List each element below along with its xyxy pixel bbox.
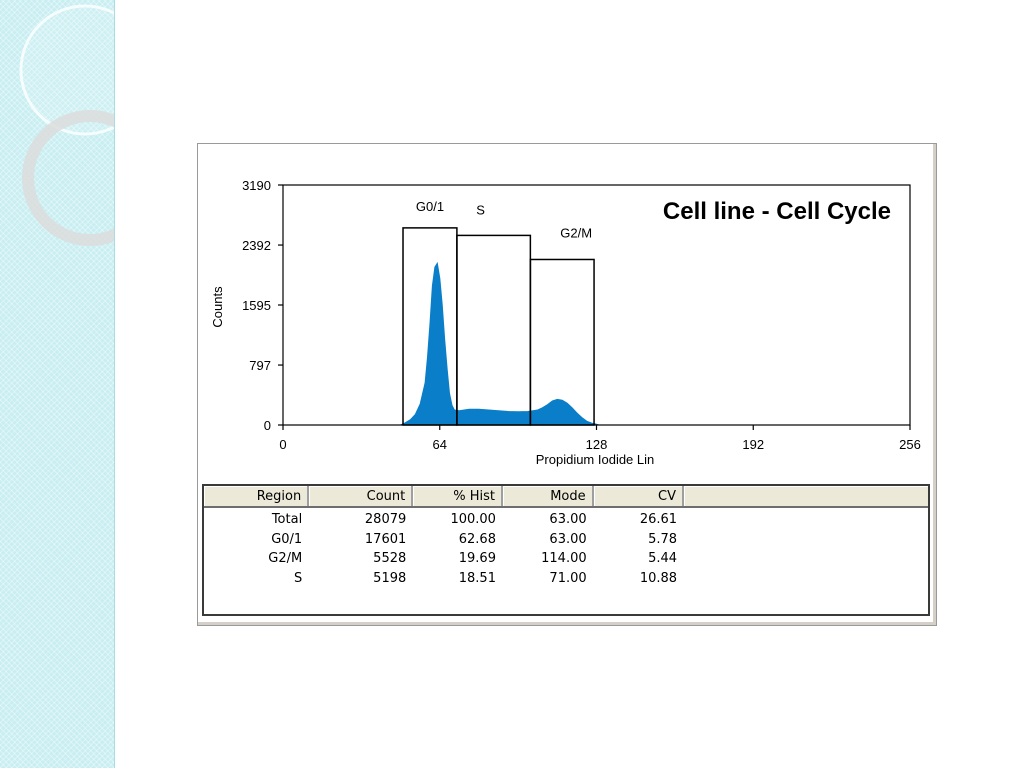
cv-cell: 5.44 <box>648 551 678 566</box>
x-tick-label: 64 <box>433 437 447 452</box>
x-tick-label: 256 <box>899 437 921 452</box>
histogram-area <box>400 261 600 426</box>
cv-cell: 10.88 <box>639 570 678 586</box>
mode-cell: 63.00 <box>549 512 587 527</box>
count-cell: 5528 <box>373 551 407 566</box>
col-header-region[interactable]: Region <box>204 486 310 508</box>
region-cell: G0/1 <box>271 531 303 547</box>
decorative-sidebar <box>0 0 115 768</box>
count-cell: 28079 <box>364 512 407 527</box>
table-row: Total 28079 100.00 63.00 26.61 <box>204 507 928 530</box>
x-tick-label: 192 <box>742 437 764 452</box>
cv-cell: 26.61 <box>639 512 678 527</box>
x-tick-label: 128 <box>586 437 608 452</box>
region-label: G0/1 <box>416 199 444 214</box>
region-gate <box>456 234 532 426</box>
flow-cytometry-panel: Cell line - Cell Cycle Counts Propidium … <box>197 143 937 626</box>
col-header-filler <box>683 486 928 508</box>
hist-pct-cell: 18.51 <box>458 570 496 586</box>
hist-pct-cell: 62.68 <box>458 531 496 547</box>
decorative-circles <box>19 4 114 246</box>
count-cell: 5198 <box>373 570 407 586</box>
y-tick-label: 2392 <box>242 238 271 253</box>
col-header-cv[interactable]: CV <box>592 486 685 508</box>
mode-cell: 114.00 <box>541 551 587 566</box>
region-stats-table: Region Count % Hist Mode CV Total 28079 … <box>202 484 930 616</box>
chart-title: Cell line - Cell Cycle <box>663 198 891 225</box>
y-tick-label: 1595 <box>242 298 271 313</box>
region-cell: Total <box>271 512 303 527</box>
col-header-mode[interactable]: Mode <box>501 486 594 508</box>
hist-pct-cell: 100.00 <box>450 512 496 527</box>
region-cell: S <box>293 570 303 586</box>
table-row: S 5198 18.51 71.00 10.88 <box>204 569 928 589</box>
y-tick-label: 0 <box>264 418 271 433</box>
y-axis-label: Counts <box>210 286 225 328</box>
y-tick-label: 3190 <box>242 178 271 193</box>
region-cell: G2/M <box>268 551 303 566</box>
cv-cell: 5.78 <box>648 531 678 547</box>
hist-pct-cell: 19.69 <box>458 551 496 566</box>
histogram-plot: Cell line - Cell Cycle Counts Propidium … <box>210 178 921 467</box>
table-row: G2/M 5528 19.69 114.00 5.44 <box>204 549 928 569</box>
region-label: G2/M <box>560 225 592 240</box>
y-tick-label: 797 <box>249 358 271 373</box>
col-header-count[interactable]: Count <box>308 486 414 508</box>
x-axis-label: Propidium Iodide Lin <box>536 452 655 467</box>
mode-cell: 63.00 <box>549 531 587 547</box>
count-cell: 17601 <box>364 531 407 547</box>
table-row: G0/1 17601 62.68 63.00 5.78 <box>204 530 928 550</box>
plot-marks: G0/1 S G2/M 0 797 1595 2392 3190 0 64 128 192 256 <box>242 178 921 452</box>
region-label: S <box>476 202 485 217</box>
x-tick-label: 0 <box>279 437 286 452</box>
col-header-hist-pct[interactable]: % Hist <box>412 486 503 508</box>
mode-cell: 71.00 <box>549 570 587 586</box>
